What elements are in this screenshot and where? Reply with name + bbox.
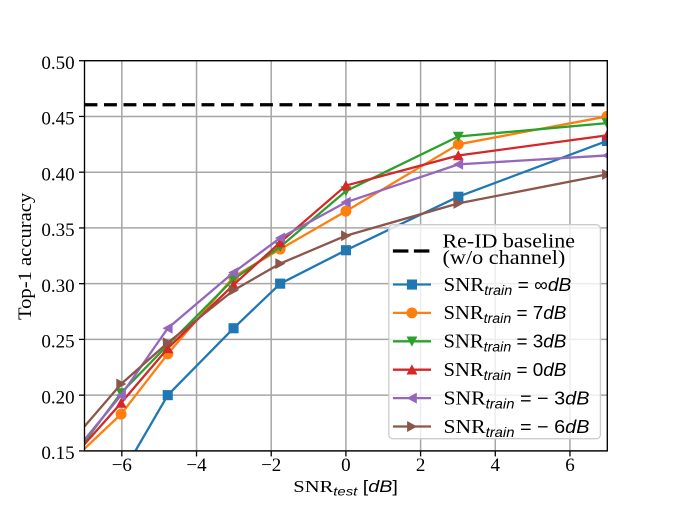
svg-text:2: 2: [416, 455, 426, 476]
svg-text:0.30: 0.30: [41, 276, 74, 297]
svg-text:−6: −6: [112, 455, 132, 476]
svg-text:0.35: 0.35: [41, 220, 74, 241]
svg-text:0.20: 0.20: [41, 387, 74, 408]
svg-text:Re-ID baseline: Re-ID baseline: [443, 229, 575, 252]
svg-text:0.15: 0.15: [41, 443, 74, 464]
svg-text:Top-1 accuracy: Top-1 accuracy: [15, 193, 36, 320]
svg-text:−2: −2: [261, 455, 281, 476]
svg-text:0.40: 0.40: [41, 164, 74, 185]
svg-text:SNRtest [dB]: SNRtest [dB]: [293, 477, 398, 498]
svg-text:SNRtrain = − 3dB: SNRtrain = − 3dB: [444, 386, 590, 412]
svg-text:SNRtrain = − 6dB: SNRtrain = − 6dB: [444, 414, 590, 440]
svg-text:0.50: 0.50: [41, 53, 74, 74]
svg-text:SNRtrain = 3dB: SNRtrain = 3dB: [444, 331, 567, 355]
svg-text:−4: −4: [186, 455, 207, 476]
svg-text:(w/o channel): (w/o channel): [443, 246, 566, 269]
svg-text:SNRtrain = 7dB: SNRtrain = 7dB: [444, 302, 567, 326]
svg-text:SNRtrain = 0dB: SNRtrain = 0dB: [444, 359, 567, 383]
svg-text:0.45: 0.45: [41, 109, 74, 130]
svg-text:4: 4: [491, 455, 501, 476]
svg-text:0.25: 0.25: [41, 332, 74, 353]
svg-text:0: 0: [341, 455, 351, 476]
svg-text:6: 6: [565, 455, 575, 476]
